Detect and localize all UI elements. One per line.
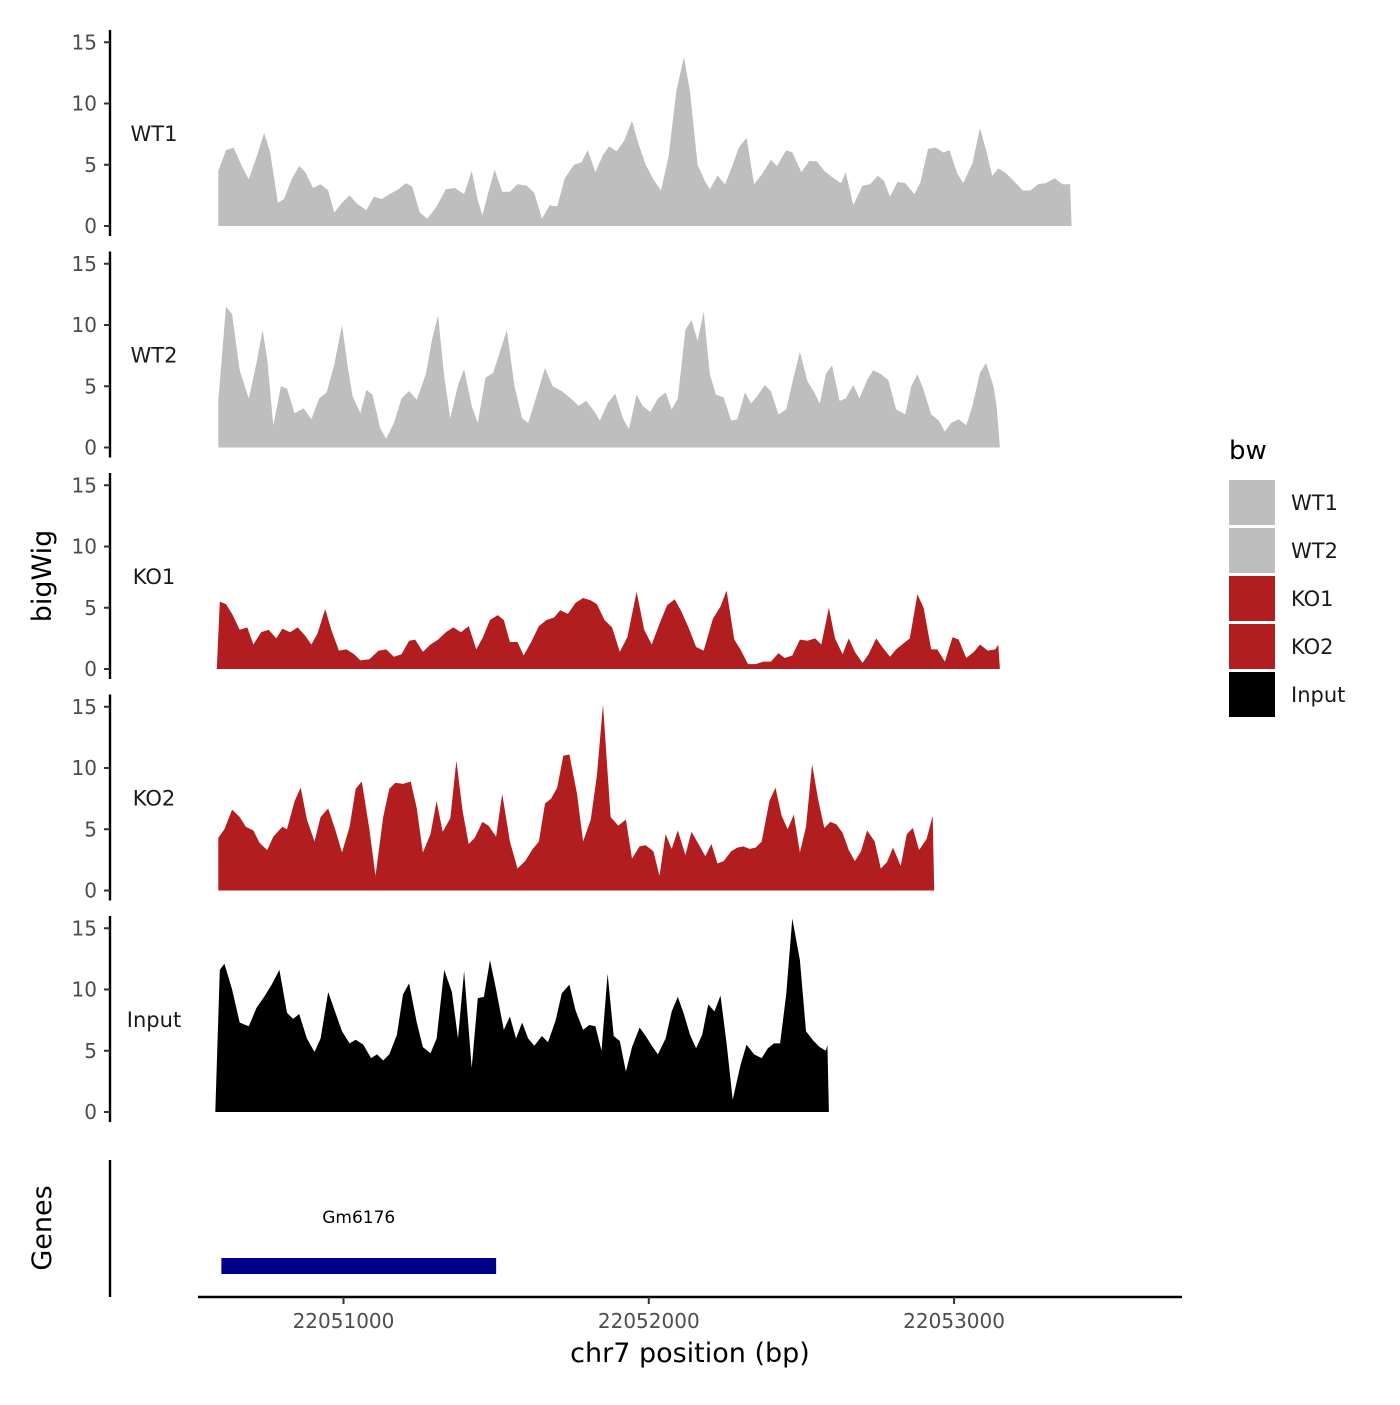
legend-label: Input	[1291, 683, 1345, 707]
y-tick-label: 15	[72, 30, 97, 54]
y-tick-label: 10	[72, 756, 97, 780]
legend-item-wt1: WT1	[1229, 480, 1338, 525]
y-tick-label: 0	[84, 436, 97, 460]
legend-item-input: Input	[1229, 672, 1345, 717]
x-tick-label: 22052000	[598, 1309, 700, 1333]
track-label: WT2	[131, 344, 178, 368]
y-tick-label: 15	[72, 252, 97, 276]
y-tick-label: 10	[72, 92, 97, 116]
y-tick-label: 10	[72, 535, 97, 559]
track-label: KO2	[133, 787, 176, 811]
area-input	[215, 918, 829, 1112]
area-ko2	[218, 704, 935, 891]
area-wt1	[218, 56, 1072, 227]
y-tick-label: 0	[84, 1100, 97, 1124]
legend-label: KO1	[1291, 587, 1334, 611]
track-label: KO1	[133, 565, 176, 589]
legend-label: WT2	[1291, 539, 1338, 563]
track-ko2: 0 5 10 15 KO2	[72, 694, 935, 903]
legend-swatch	[1229, 528, 1275, 573]
track-ko1: 0 5 10 15 KO1	[72, 473, 1000, 681]
y-tick-label: 5	[84, 374, 97, 398]
legend-title: bw	[1229, 436, 1267, 466]
legend-label: WT1	[1291, 491, 1338, 515]
legend-swatch	[1229, 672, 1275, 717]
legend-swatch	[1229, 624, 1275, 669]
gene-gm6176	[221, 1258, 497, 1274]
tracks-group: 0 5 10 15 WT1 0 5 10 15 WT2 0 5 10 15 KO1 0 5 10 15 KO2 0 5 10…	[72, 30, 1072, 1124]
legend: WT1 WT2 KO1 KO2 Input	[1229, 480, 1345, 717]
track-wt1: 0 5 10 15 WT1	[72, 30, 1072, 238]
x-tick-label: 22053000	[903, 1309, 1005, 1333]
y-tick-label: 10	[72, 978, 97, 1002]
genes-axis-title: Genes	[27, 1185, 58, 1270]
y-tick-label: 5	[84, 817, 97, 841]
x-axis: 22051000 22052000 22053000	[198, 1295, 1182, 1333]
y-tick-label: 0	[84, 879, 97, 903]
legend-item-wt2: WT2	[1229, 528, 1338, 573]
y-tick-label: 0	[84, 657, 97, 681]
y-tick-label: 5	[84, 1039, 97, 1063]
legend-item-ko2: KO2	[1229, 624, 1334, 669]
x-axis-title: chr7 position (bp)	[570, 1338, 810, 1369]
y-tick-label: 5	[84, 153, 97, 177]
genes-panel: Gm6176	[108, 1160, 497, 1297]
legend-swatch	[1229, 576, 1275, 621]
track-wt2: 0 5 10 15 WT2	[72, 251, 1000, 460]
x-tick-label: 22051000	[293, 1309, 395, 1333]
area-wt2	[218, 306, 1000, 448]
track-input: 0 5 10 15 Input	[72, 916, 829, 1124]
track-label: Input	[127, 1008, 181, 1032]
y-tick-label: 5	[84, 596, 97, 620]
y-tick-label: 15	[72, 473, 97, 497]
y-tick-label: 15	[72, 695, 97, 719]
legend-swatch	[1229, 480, 1275, 525]
legend-label: KO2	[1291, 635, 1334, 659]
y-tick-label: 10	[72, 313, 97, 337]
y-axis-title: bigWig	[27, 530, 58, 623]
y-tick-label: 15	[72, 916, 97, 940]
track-label: WT1	[131, 122, 178, 146]
y-tick-label: 0	[84, 214, 97, 238]
area-ko1	[216, 590, 1000, 669]
legend-item-ko1: KO1	[1229, 576, 1334, 621]
gene-label: Gm6176	[322, 1208, 395, 1228]
